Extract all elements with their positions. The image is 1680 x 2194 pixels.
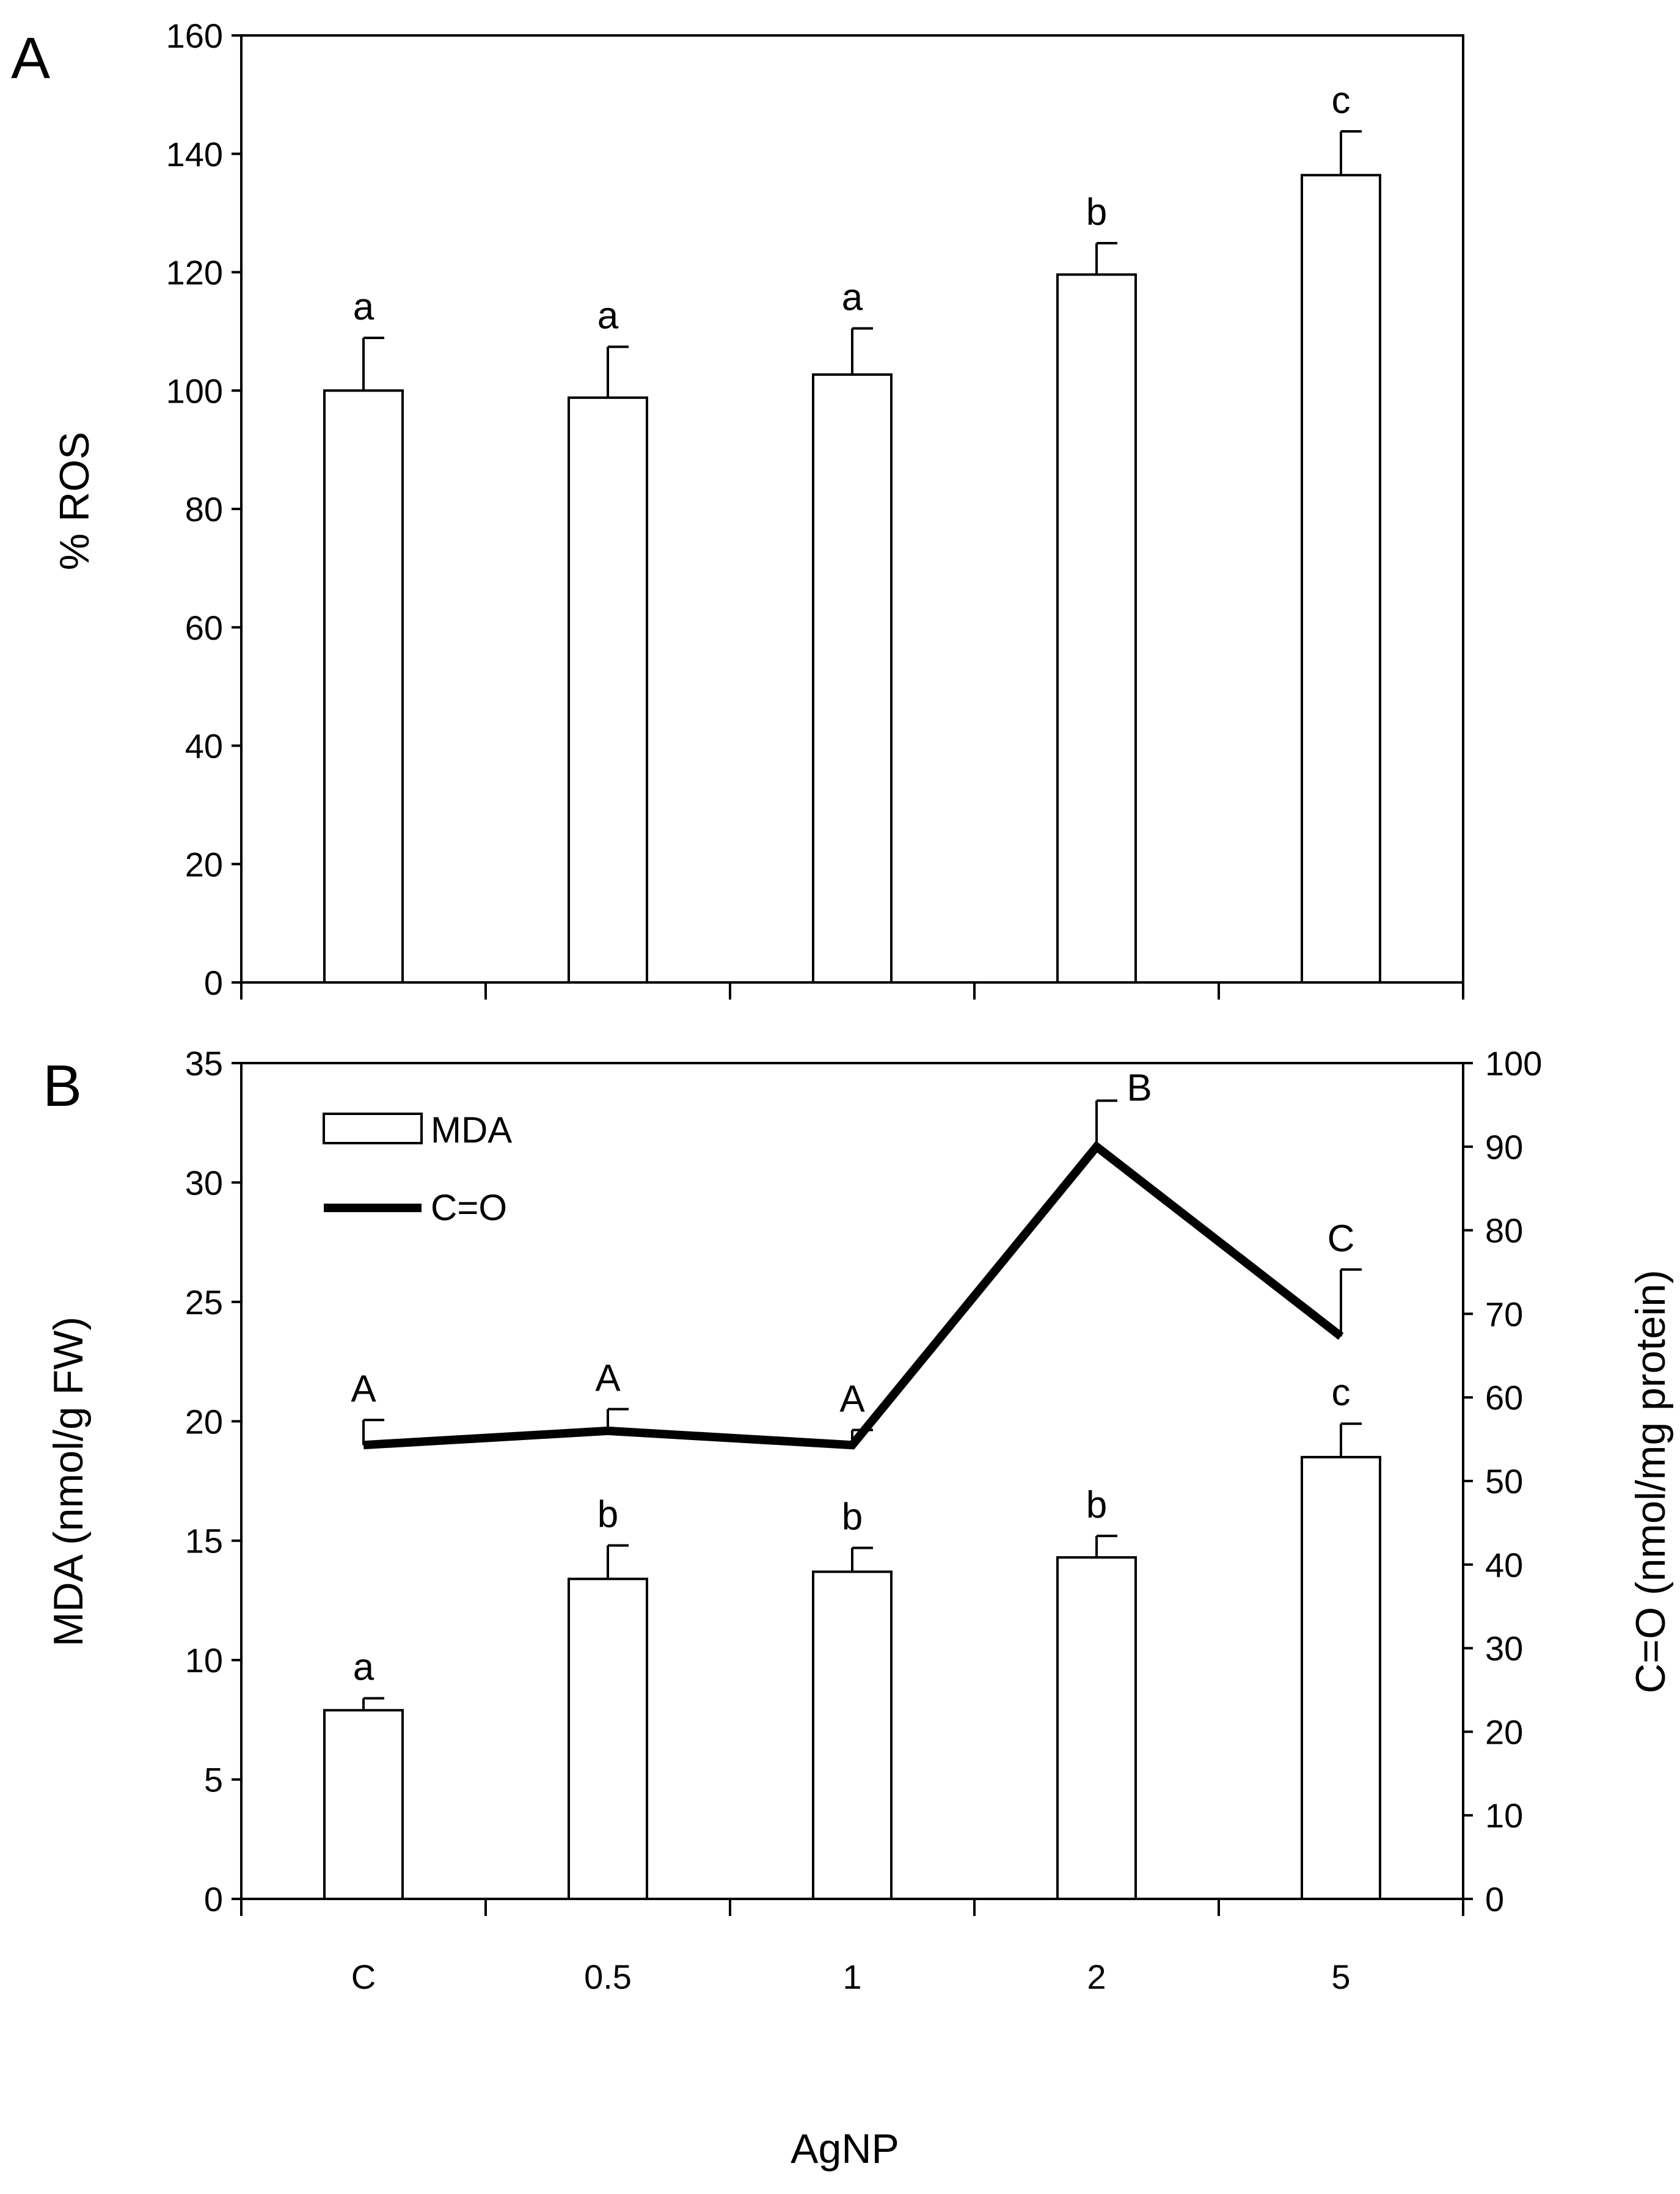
legend-mda-label: MDA	[431, 1110, 512, 1150]
panel-b-x-axis-title: AgNP	[791, 2126, 899, 2172]
ros-significance-letter: b	[1086, 191, 1107, 233]
right-y-tick-label: 10	[1485, 1796, 1523, 1835]
left-y-tick-label: 30	[185, 1163, 223, 1202]
mda-significance-letter: b	[597, 1494, 618, 1536]
mda-significance-letter: b	[1086, 1484, 1107, 1526]
panel-b-x-axis: C 0.5 1 2 5	[240, 1899, 1464, 1996]
co-significance-letter: A	[595, 1357, 621, 1399]
ros-bar	[1056, 273, 1137, 984]
ros-significance-letter: a	[597, 295, 619, 337]
left-y-tick-label: 15	[185, 1522, 223, 1560]
y-tick-label: 20	[185, 845, 223, 883]
right-y-tick-label: 80	[1485, 1212, 1523, 1250]
right-y-tick-label: 60	[1485, 1378, 1523, 1417]
co-line	[363, 1141, 1344, 1450]
y-tick-label: 160	[166, 16, 223, 55]
panel-a-significance-letters: a a a b c	[353, 79, 1351, 337]
panel-b-mda-significance-letters: a b b b c	[353, 1372, 1351, 1688]
right-y-tick-label: 0	[1485, 1880, 1504, 1918]
x-tick-label: 1	[842, 1958, 861, 1996]
panel-a-x-axis	[240, 982, 1464, 1000]
mda-bar	[1301, 1455, 1381, 1900]
x-tick-label: 2	[1087, 1958, 1106, 1996]
x-tick-label: C	[351, 1958, 376, 1996]
ros-significance-letter: a	[842, 277, 863, 319]
right-y-tick-label: 30	[1485, 1629, 1523, 1668]
ros-bar	[323, 389, 404, 984]
panel-a-y-axis: 0 20 40 60 80 100 120 140 160	[166, 16, 241, 1002]
co-significance-letter: A	[839, 1378, 865, 1421]
panel-b-left-y-axis: 0 5 10 15 20 25 30 35	[185, 1044, 241, 1918]
right-y-tick-label: 70	[1485, 1295, 1523, 1333]
co-significance-letter: B	[1127, 1067, 1152, 1110]
ros-bar	[568, 396, 648, 984]
x-tick-label: 0.5	[584, 1958, 632, 1996]
right-y-tick-label: 50	[1485, 1462, 1523, 1501]
panel-b-left-y-axis-title: MDA (nmol/g FW)	[45, 1317, 92, 1647]
panel-b-legend: MDA C=O	[323, 1110, 512, 1228]
mda-bar	[812, 1570, 893, 1900]
right-y-tick-label: 20	[1485, 1713, 1523, 1751]
y-tick-label: 120	[166, 254, 223, 292]
panel-b-mda-bars	[323, 1455, 1381, 1901]
y-tick-label: 60	[185, 609, 223, 647]
mda-bar	[1056, 1556, 1137, 1900]
x-tick-label: 5	[1331, 1958, 1350, 1996]
y-tick-label: 140	[166, 135, 223, 174]
ros-bar	[812, 373, 893, 984]
right-y-tick-label: 40	[1485, 1546, 1523, 1584]
left-y-tick-label: 35	[185, 1044, 223, 1083]
left-y-tick-label: 25	[185, 1283, 223, 1322]
right-y-tick-label: 100	[1485, 1044, 1542, 1083]
chart-panel-a: a a a b c 0 20 40 60 80 100 120 140 160 % ROS	[51, 16, 1464, 1002]
panel-b-co-line-series	[363, 1141, 1344, 1450]
y-tick-label: 0	[204, 964, 223, 1002]
y-tick-label: 100	[166, 371, 223, 410]
mda-significance-letter: b	[842, 1496, 863, 1538]
panel-b-co-significance-letters: A A A B C	[351, 1067, 1354, 1421]
mda-bar	[568, 1578, 648, 1901]
panel-a-error-bars	[362, 130, 1362, 398]
mda-bar	[323, 1709, 404, 1901]
ros-bar	[1301, 174, 1381, 984]
panel-b-mda-error-bars	[362, 1422, 1362, 1711]
co-significance-letter: A	[351, 1368, 376, 1410]
mda-significance-letter: c	[1332, 1372, 1351, 1414]
y-tick-label: 80	[185, 490, 223, 528]
ros-significance-letter: c	[1332, 79, 1351, 122]
panel-a-y-axis-title: % ROS	[51, 432, 98, 571]
panel-b-right-y-axis-title: C=O (nmol/mg protein)	[1627, 1270, 1674, 1693]
panel-a-label: A	[11, 26, 50, 91]
panel-b-right-y-axis: 0 10 20 30 40 50 60 70 80 90 100	[1463, 1044, 1542, 1918]
ros-significance-letter: a	[353, 286, 374, 328]
left-y-tick-label: 0	[204, 1880, 223, 1918]
left-y-tick-label: 10	[185, 1641, 223, 1680]
right-y-tick-label: 90	[1485, 1128, 1523, 1166]
mda-significance-letter: a	[353, 1647, 374, 1689]
left-y-tick-label: 20	[185, 1402, 223, 1441]
legend-co-label: C=O	[431, 1187, 507, 1228]
panel-b-label: B	[43, 1053, 82, 1119]
left-y-tick-label: 5	[204, 1761, 223, 1799]
legend-mda-swatch	[323, 1113, 423, 1144]
co-significance-letter: C	[1328, 1218, 1355, 1260]
y-tick-label: 40	[185, 727, 223, 766]
